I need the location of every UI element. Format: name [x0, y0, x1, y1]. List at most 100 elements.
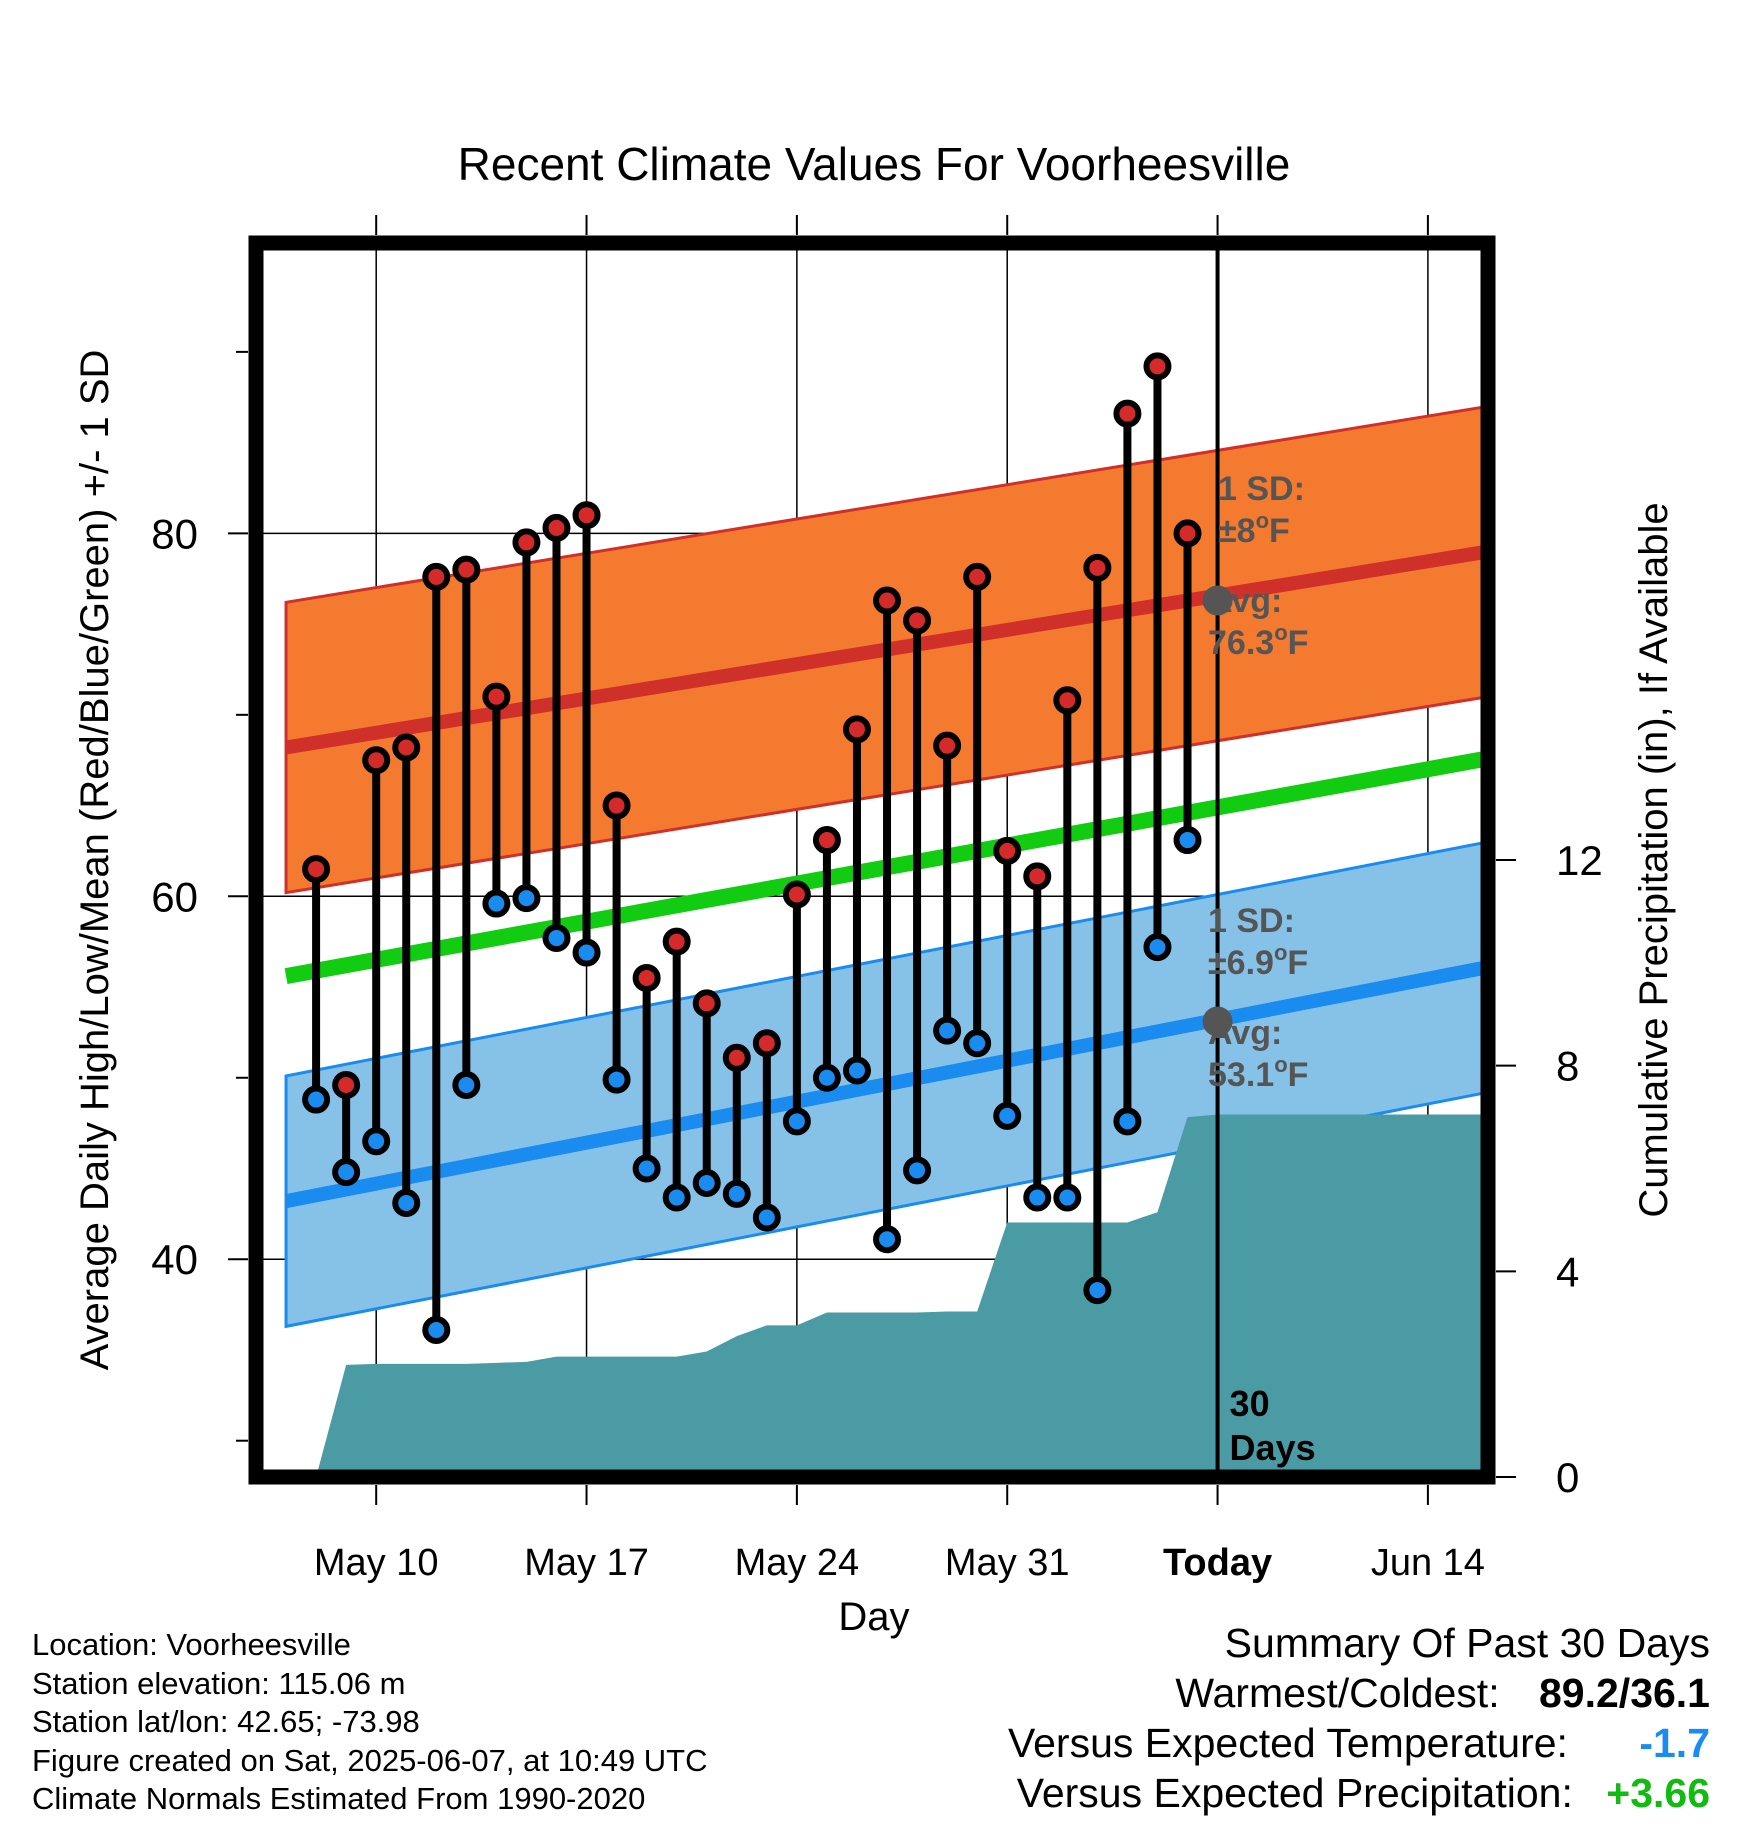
- high-temp-point: [1053, 686, 1082, 715]
- high-temp-point: [302, 855, 331, 884]
- precip-label: Versus Expected Precipitation:: [1016, 1770, 1573, 1816]
- high-temp-point: [1023, 862, 1052, 891]
- high-temp-point: [963, 562, 992, 591]
- low-temp-point: [933, 1016, 962, 1045]
- elevation-text: Station elevation: 115.06 m: [32, 1665, 406, 1701]
- low-temp-point: [452, 1071, 481, 1100]
- low-temp-point: [512, 884, 541, 913]
- today-days-label: 30: [1230, 1383, 1270, 1424]
- high-temp-point: [1143, 352, 1172, 381]
- created-text: Figure created on Sat, 2025-06-07, at 10…: [32, 1742, 708, 1778]
- x-tick-label: Today: [1163, 1542, 1272, 1584]
- summary-warm-cold: Warmest/Coldest: 89.2/36.1: [1008, 1668, 1710, 1718]
- low-temp-point: [392, 1188, 421, 1217]
- high-temp-point: [873, 586, 902, 615]
- low-temp-point: [782, 1107, 811, 1136]
- low-temp-point: [602, 1065, 631, 1094]
- low-temp-point: [362, 1127, 391, 1156]
- summary-precip: Versus Expected Precipitation: +3.66: [1008, 1768, 1710, 1818]
- high-temp-point: [482, 682, 511, 711]
- low-avg-marker: [1202, 1006, 1233, 1037]
- x-tick-label: May 31: [945, 1542, 1070, 1584]
- low-temp-point: [812, 1063, 841, 1092]
- y2-tick-label: 0: [1556, 1454, 1579, 1501]
- low-temp-point: [993, 1101, 1022, 1130]
- high-temp-point: [392, 733, 421, 762]
- low-sd-annotation-value: ±6.9oF: [1208, 940, 1308, 982]
- low-sd-annotation-heading: 1 SD:: [1208, 902, 1295, 940]
- station-metadata: Location: Voorheesville Station elevatio…: [32, 1626, 708, 1819]
- warm-cold-value: 89.2/36.1: [1539, 1670, 1710, 1716]
- low-temp-point: [632, 1154, 661, 1183]
- temp-value: -1.7: [1639, 1720, 1710, 1766]
- high-sd-annotation-value: ±8oF: [1218, 508, 1290, 550]
- y2-tick-label: 4: [1556, 1248, 1579, 1295]
- high-temp-point: [572, 501, 601, 530]
- summary-panel: Summary Of Past 30 Days Warmest/Coldest:…: [1008, 1618, 1710, 1818]
- warm-cold-label: Warmest/Coldest:: [1175, 1670, 1500, 1716]
- high-avg-marker: [1202, 585, 1233, 616]
- summary-title: Summary Of Past 30 Days: [1224, 1620, 1710, 1666]
- y-tick-label: 60: [151, 873, 198, 920]
- x-tick-label: May 24: [735, 1542, 860, 1584]
- y-tick-label: 40: [151, 1236, 198, 1283]
- low-temp-point: [302, 1085, 331, 1114]
- low-temp-point: [842, 1056, 871, 1085]
- precip-area: [317, 1114, 1481, 1470]
- x-tick-label: May 10: [314, 1542, 439, 1584]
- low-temp-point: [752, 1203, 781, 1232]
- x-tick-label: Jun 14: [1371, 1542, 1485, 1584]
- high-temp-point: [362, 746, 391, 775]
- high-temp-point: [812, 826, 841, 855]
- x-tick-label: May 17: [524, 1542, 649, 1584]
- high-avg-annotation-value: 76.3oF: [1208, 620, 1308, 662]
- high-temp-point: [1083, 553, 1112, 582]
- y-tick-label: 80: [151, 510, 198, 557]
- y2-tick-label: 12: [1556, 837, 1603, 884]
- low-temp-point: [692, 1169, 721, 1198]
- high-temp-point: [752, 1029, 781, 1058]
- high-temp-point: [1173, 519, 1202, 548]
- high-temp-point: [512, 528, 541, 557]
- low-temp-point: [422, 1316, 451, 1345]
- high-sd-annotation-heading: 1 SD:: [1218, 470, 1305, 508]
- location-text: Location: Voorheesville: [32, 1627, 351, 1662]
- low-temp-point: [332, 1158, 361, 1187]
- high-temp-point: [602, 791, 631, 820]
- high-temp-point: [993, 836, 1022, 865]
- low-avg-annotation-value: 53.1oF: [1208, 1052, 1308, 1094]
- high-temp-point: [782, 880, 811, 909]
- temp-label: Versus Expected Temperature:: [1008, 1720, 1568, 1766]
- high-temp-point: [452, 555, 481, 584]
- low-temp-point: [722, 1179, 751, 1208]
- low-temp-point: [662, 1183, 691, 1212]
- low-temp-point: [482, 889, 511, 918]
- high-temp-point: [903, 606, 932, 635]
- high-temp-point: [662, 927, 691, 956]
- low-temp-point: [542, 924, 571, 953]
- high-temp-point: [722, 1043, 751, 1072]
- chart-title: Recent Climate Values For Voorheesville: [458, 138, 1291, 190]
- high-temp-point: [692, 989, 721, 1018]
- today-days-label: Days: [1230, 1427, 1316, 1468]
- x-axis-label: Day: [838, 1595, 909, 1639]
- low-temp-point: [1053, 1183, 1082, 1212]
- low-temp-point: [1173, 826, 1202, 855]
- y-axis-label: Average Daily High/Low/Mean (Red/Blue/Gr…: [73, 350, 117, 1371]
- low-temp-point: [1143, 933, 1172, 962]
- normals-text: Climate Normals Estimated From 1990-2020: [32, 1781, 646, 1816]
- precip-value: +3.66: [1606, 1770, 1710, 1816]
- low-temp-point: [1113, 1107, 1142, 1136]
- high-temp-point: [542, 513, 571, 542]
- low-temp-point: [572, 938, 601, 967]
- high-temp-point: [842, 715, 871, 744]
- low-temp-point: [963, 1029, 992, 1058]
- high-temp-point: [422, 562, 451, 591]
- y2-axis-label: Cumulative Precipitation (in), If Availa…: [1632, 502, 1676, 1217]
- plot-frame: [248, 235, 1496, 1485]
- high-temp-point: [1113, 399, 1142, 428]
- high-temp-point: [332, 1071, 361, 1100]
- y2-tick-label: 8: [1556, 1043, 1579, 1090]
- latlon-text: Station lat/lon: 42.65; -73.98: [32, 1704, 420, 1739]
